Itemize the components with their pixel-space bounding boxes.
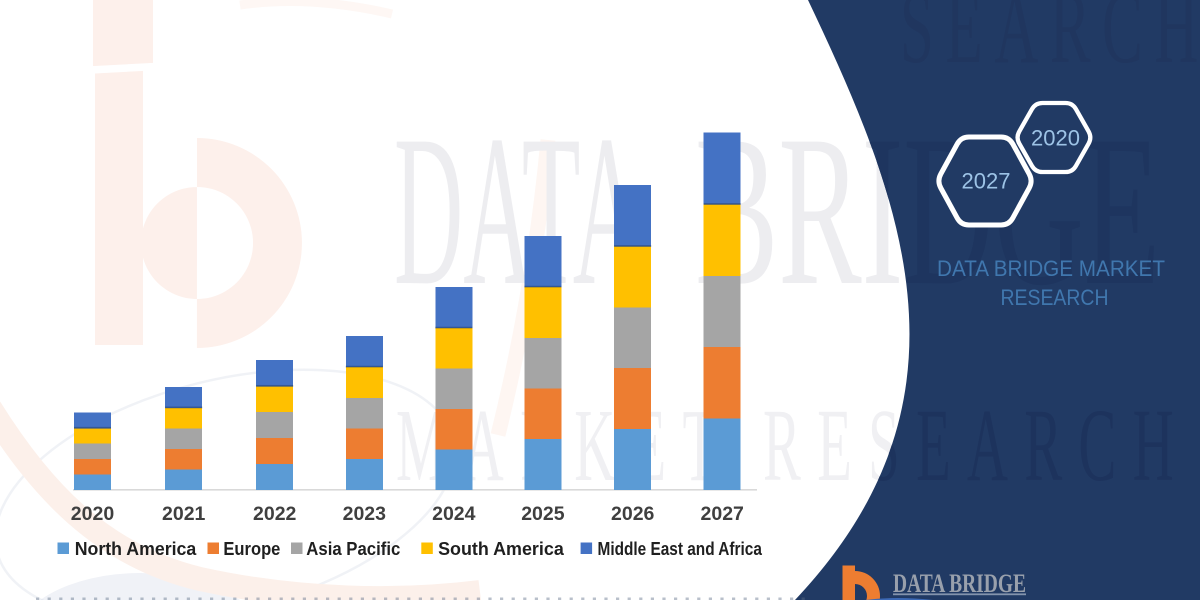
svg-text:SEARCH: SEARCH <box>900 0 1200 85</box>
svg-text:Middle East and Africa: Middle East and Africa <box>598 538 763 559</box>
svg-text:Asia Pacific: Asia Pacific <box>306 538 400 559</box>
svg-text:2020: 2020 <box>71 503 115 525</box>
svg-text:2025: 2025 <box>521 503 565 525</box>
svg-text:2023: 2023 <box>343 503 387 525</box>
svg-text:2024: 2024 <box>432 503 476 525</box>
svg-text:2021: 2021 <box>162 503 206 525</box>
svg-text:2027: 2027 <box>701 503 744 525</box>
svg-text:South America: South America <box>438 538 564 559</box>
svg-text:2027: 2027 <box>962 169 1011 194</box>
svg-text:DATA BRIDGE MARKET: DATA BRIDGE MARKET <box>937 256 1165 281</box>
svg-text:North America: North America <box>75 538 197 559</box>
svg-text:Europe: Europe <box>223 538 280 559</box>
svg-text:2020: 2020 <box>1031 126 1080 151</box>
svg-text:RESEARCH: RESEARCH <box>1001 285 1109 310</box>
svg-text:2026: 2026 <box>611 503 655 525</box>
svg-text:DATA BRIDGE: DATA BRIDGE <box>893 569 1026 598</box>
svg-text:DATA: DATA <box>394 91 642 330</box>
svg-text:2022: 2022 <box>253 503 297 525</box>
